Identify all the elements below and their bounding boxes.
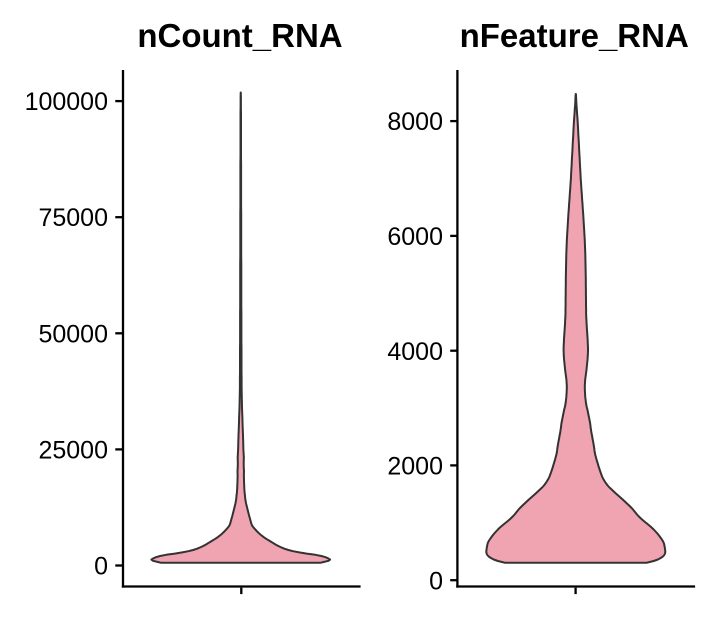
svg-text:75000: 75000 bbox=[38, 204, 108, 232]
svg-text:0: 0 bbox=[94, 553, 108, 581]
svg-text:25000: 25000 bbox=[38, 436, 108, 464]
svg-text:8000: 8000 bbox=[387, 108, 443, 136]
svg-text:50000: 50000 bbox=[38, 320, 108, 348]
svg-text:100000: 100000 bbox=[25, 88, 108, 116]
svg-text:nCount_RNA: nCount_RNA bbox=[137, 17, 342, 54]
svg-text:6000: 6000 bbox=[387, 223, 443, 251]
svg-text:2000: 2000 bbox=[387, 453, 443, 481]
svg-text:4000: 4000 bbox=[387, 338, 443, 366]
svg-text:nFeature_RNA: nFeature_RNA bbox=[460, 17, 689, 54]
svg-text:0: 0 bbox=[429, 567, 443, 595]
